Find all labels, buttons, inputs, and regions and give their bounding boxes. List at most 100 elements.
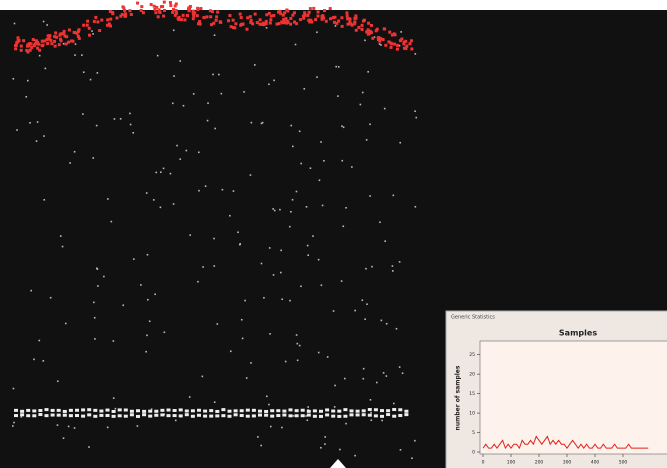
y-tick-label: 10 (469, 411, 475, 417)
red-particle (64, 42, 68, 46)
particle (188, 396, 191, 398)
particle (59, 235, 62, 237)
particle (155, 171, 158, 174)
particle (263, 296, 265, 299)
white-particle (209, 414, 214, 418)
particle (136, 425, 139, 427)
red-particle (392, 32, 396, 36)
red-particle (309, 19, 313, 23)
white-particle (312, 414, 317, 418)
white-particle (325, 408, 330, 412)
particle (146, 253, 149, 256)
particle (218, 73, 220, 76)
red-particle (289, 16, 293, 20)
red-particle (38, 48, 42, 52)
red-particle (389, 45, 393, 49)
particle (38, 339, 41, 342)
particle (56, 380, 59, 383)
white-particle (26, 408, 31, 412)
particle (107, 198, 109, 200)
red-particle (156, 15, 160, 19)
particle (38, 54, 41, 57)
red-particle (293, 20, 297, 24)
particle (289, 299, 291, 302)
red-particle (246, 16, 250, 20)
red-particle (106, 18, 110, 22)
white-particle (38, 413, 43, 417)
particle (321, 204, 324, 207)
particle (316, 76, 318, 78)
red-particle (208, 9, 212, 13)
red-particle (314, 18, 318, 22)
x-tick-label: 300 (563, 460, 572, 466)
particle (414, 110, 416, 113)
white-particle (184, 413, 189, 417)
white-particle (294, 409, 299, 413)
white-particle (142, 413, 147, 417)
particle (179, 60, 182, 62)
red-particle (71, 39, 75, 43)
red-particle (229, 25, 233, 29)
red-particle (40, 39, 44, 43)
particle (376, 381, 378, 384)
particle (221, 188, 224, 191)
red-particle (195, 14, 199, 18)
particle (229, 350, 232, 353)
red-particle (62, 29, 66, 33)
red-particle (15, 41, 19, 45)
red-particle (96, 20, 100, 24)
particle (133, 258, 135, 260)
particle (172, 102, 174, 105)
particle (220, 92, 223, 95)
particle (43, 135, 45, 137)
particle (112, 397, 115, 399)
red-particle (111, 10, 115, 14)
particle (232, 190, 235, 192)
particle (354, 309, 356, 312)
red-particle (275, 22, 279, 26)
red-particle (162, 14, 166, 18)
white-particle (105, 413, 110, 417)
white-particle (68, 408, 73, 412)
red-particle (107, 22, 111, 26)
red-particle (331, 16, 335, 20)
particle (197, 151, 200, 154)
particle (362, 377, 365, 380)
particle (273, 209, 276, 212)
particle (280, 271, 282, 274)
red-particle (218, 20, 222, 24)
white-particle (258, 409, 262, 413)
particle (365, 139, 368, 141)
red-particle (192, 14, 196, 18)
white-particle (245, 408, 250, 412)
red-particle (402, 46, 406, 50)
red-particle (59, 37, 63, 41)
red-particle (123, 9, 127, 13)
red-particle (14, 43, 18, 47)
red-particle (36, 46, 40, 50)
particle (361, 299, 364, 302)
particle (317, 258, 320, 261)
particle (110, 220, 113, 223)
particle (381, 419, 383, 422)
white-particle (87, 408, 92, 412)
red-particle (139, 8, 143, 12)
particle (318, 179, 321, 182)
red-particle (292, 11, 296, 15)
white-particle (227, 409, 232, 413)
red-particle (241, 22, 245, 26)
particle (398, 44, 401, 47)
white-particle (160, 408, 165, 412)
particle (162, 167, 165, 170)
red-particle (140, 5, 144, 9)
particle (96, 72, 99, 74)
red-particle (191, 17, 195, 21)
particle (337, 66, 340, 68)
red-particle (239, 23, 243, 27)
white-particle (306, 409, 311, 413)
white-particle (32, 409, 37, 413)
particle (113, 118, 116, 120)
particle (369, 195, 371, 197)
red-particle (361, 19, 365, 23)
particle (160, 171, 162, 174)
